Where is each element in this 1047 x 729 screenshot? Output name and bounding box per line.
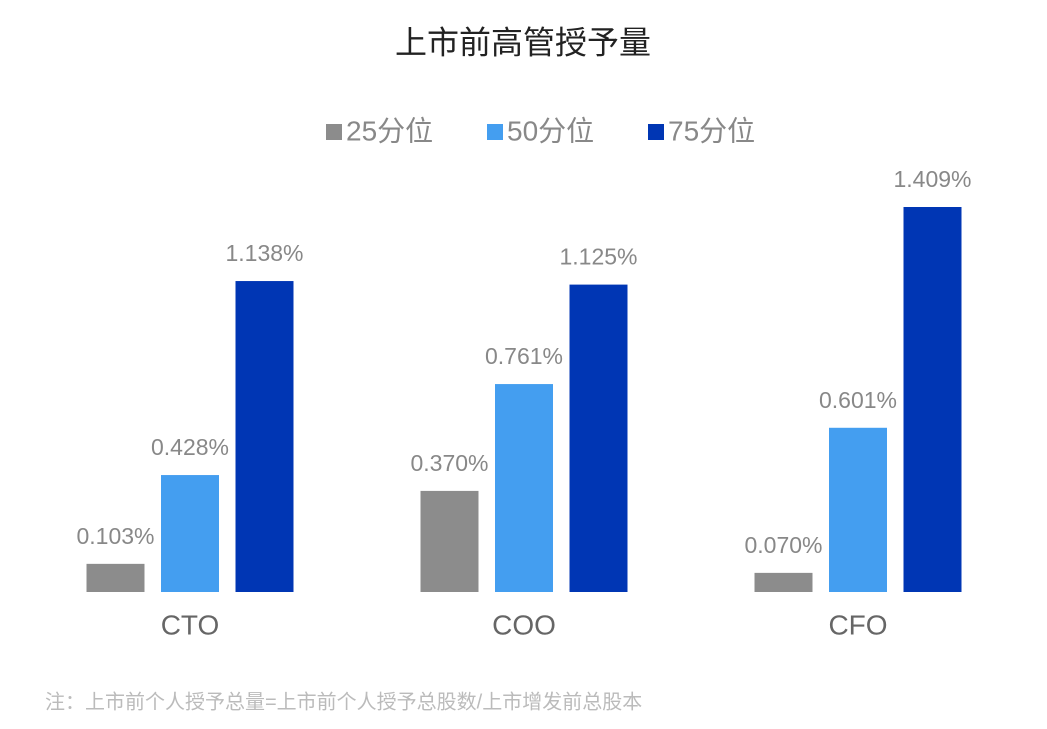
bar	[829, 427, 887, 592]
legend-swatch	[487, 124, 503, 140]
x-tick-label: CFO	[828, 609, 887, 640]
value-label: 0.070%	[744, 532, 822, 558]
chart-title: 上市前高管授予量	[395, 24, 651, 60]
value-label: 1.125%	[559, 244, 637, 270]
x-tick-label: CTO	[161, 609, 220, 640]
bar	[420, 490, 479, 592]
legend-swatch	[648, 124, 664, 140]
legend-swatch	[326, 124, 342, 140]
bar	[754, 572, 813, 592]
value-label: 0.428%	[151, 434, 229, 460]
bar	[161, 475, 219, 592]
value-label: 1.138%	[225, 240, 303, 266]
legend-label: 25分位	[346, 115, 433, 146]
value-label: 0.370%	[410, 450, 488, 476]
value-label: 0.103%	[76, 523, 154, 549]
bar	[235, 281, 294, 592]
x-tick-label: COO	[492, 609, 556, 640]
value-label: 0.761%	[485, 343, 563, 369]
bar	[495, 384, 553, 592]
value-label: 0.601%	[819, 387, 897, 413]
legend-label: 75分位	[668, 115, 755, 146]
bar	[569, 284, 628, 592]
footnote: 注：上市前个人授予总量=上市前个人授予总股数/上市增发前总股本	[45, 690, 642, 713]
legend-label: 50分位	[507, 115, 594, 146]
bar	[86, 563, 145, 592]
value-label: 1.409%	[893, 166, 971, 192]
bar	[903, 207, 962, 592]
